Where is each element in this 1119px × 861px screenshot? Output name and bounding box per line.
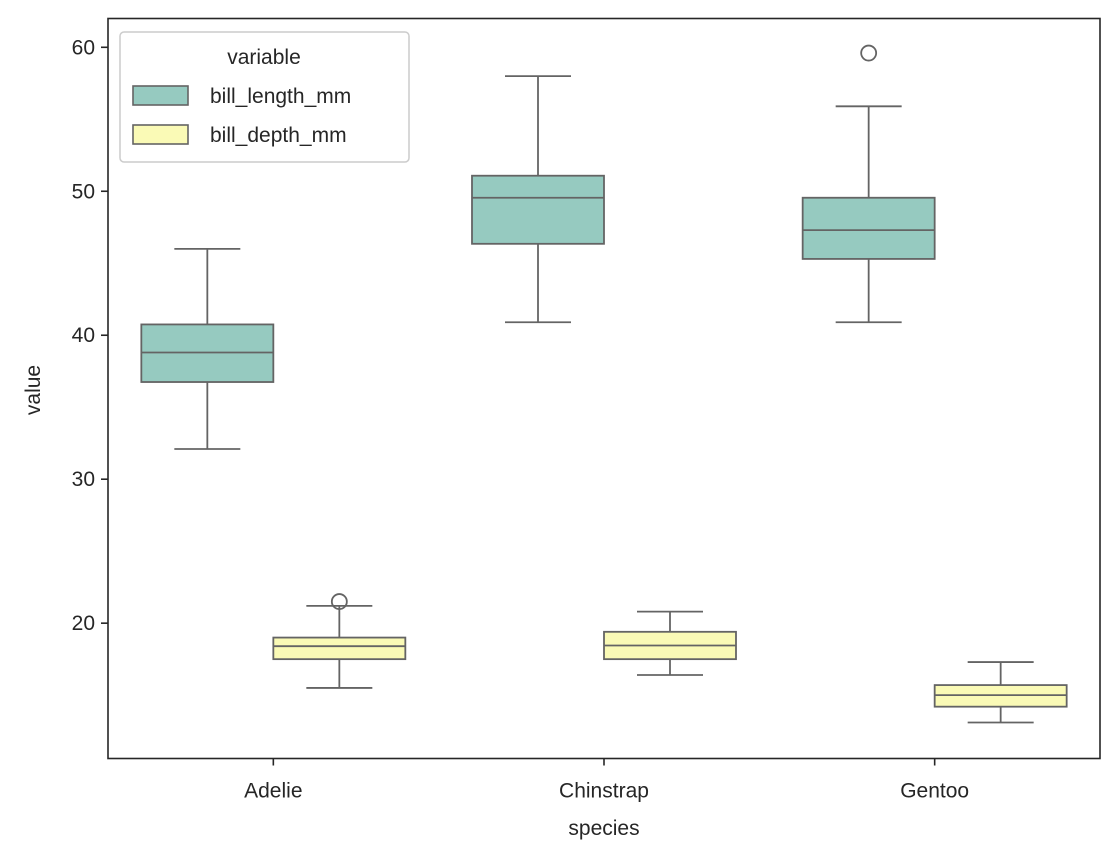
y-tick-label: 60: [72, 36, 95, 59]
box-bill_length_mm-chinstrap: [471, 75, 605, 324]
boxes-layer: [140, 44, 1068, 724]
box-bill_depth_mm-chinstrap: [603, 610, 737, 676]
legend-frame: [119, 31, 410, 163]
box-bill_length_mm-gentoo: [801, 44, 936, 324]
legend-swatch-bill-depth: [132, 124, 189, 145]
legend-swatch-bill-length: [132, 85, 189, 106]
legend: variable bill_length_mm bill_depth_mm: [119, 31, 410, 163]
outlier-point: [860, 44, 878, 62]
legend-title: variable: [227, 46, 301, 69]
y-tick-label: 20: [72, 612, 95, 635]
y-axis-label: value: [22, 365, 45, 415]
y-tick-label: 30: [72, 468, 95, 491]
box-bill_length_mm-adelie: [140, 247, 275, 450]
y-tick-label: 50: [72, 180, 95, 203]
box-iqr: [471, 174, 605, 245]
x-axis-ticks: Adelie Chinstrap Gentoo: [244, 758, 969, 803]
x-tick-label: Gentoo: [900, 780, 969, 803]
y-axis-ticks: 20 30 40 50 60: [72, 36, 108, 635]
x-tick-label: Adelie: [244, 780, 302, 803]
legend-label-bill-length: bill_length_mm: [210, 85, 351, 108]
box-iqr: [272, 636, 407, 661]
x-axis-label: species: [568, 817, 639, 840]
y-tick-label: 40: [72, 324, 95, 347]
x-tick-label: Chinstrap: [559, 780, 649, 803]
box-iqr: [801, 196, 936, 260]
outlier-point: [330, 593, 348, 610]
legend-label-bill-depth: bill_depth_mm: [210, 124, 347, 147]
box-bill_depth_mm-adelie: [272, 593, 407, 689]
box-bill_depth_mm-gentoo: [933, 661, 1068, 724]
